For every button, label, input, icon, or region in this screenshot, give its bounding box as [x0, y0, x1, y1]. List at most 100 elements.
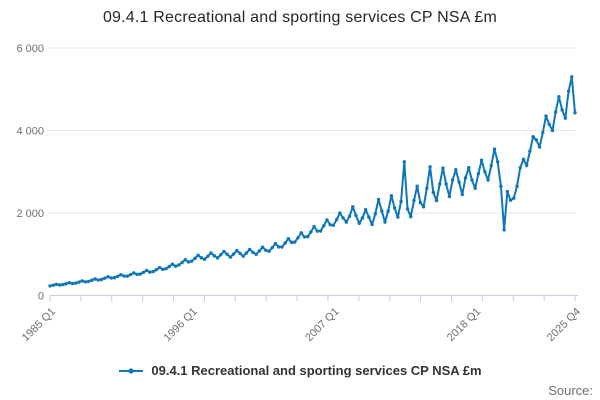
- data-point: [148, 270, 152, 274]
- data-point: [267, 249, 271, 253]
- data-point: [344, 220, 349, 224]
- data-point: [334, 217, 339, 222]
- data-point: [202, 257, 207, 261]
- data-point: [489, 163, 493, 168]
- data-point: [83, 280, 88, 284]
- data-point: [61, 282, 65, 287]
- data-point: [467, 165, 471, 170]
- data-point: [109, 276, 113, 280]
- data-point: [254, 252, 258, 256]
- data-point: [341, 216, 345, 220]
- data-point: [496, 160, 500, 164]
- data-point: [177, 263, 181, 267]
- data-point: [463, 176, 468, 180]
- data-point: [157, 265, 162, 270]
- y-gridlines: [48, 47, 576, 214]
- data-point: [247, 247, 252, 252]
- data-series: [48, 75, 577, 288]
- data-point: [283, 241, 287, 245]
- data-point: [312, 224, 316, 229]
- x-axis-tick-label: 1996 Q1: [162, 306, 200, 344]
- data-point: [547, 122, 551, 127]
- data-point: [412, 198, 416, 203]
- data-point: [425, 186, 429, 190]
- data-point: [276, 245, 281, 249]
- data-point: [257, 249, 262, 253]
- x-axis-tick-label: 2018 Q1: [445, 306, 483, 344]
- data-point: [524, 163, 529, 168]
- data-point: [225, 252, 229, 256]
- chart-title: 09.4.1 Recreational and sporting service…: [102, 9, 498, 26]
- data-point: [454, 167, 458, 172]
- data-point: [550, 128, 555, 133]
- data-point: [196, 253, 200, 257]
- data-point: [389, 193, 394, 198]
- data-point: [392, 206, 397, 210]
- data-point: [86, 279, 91, 284]
- data-point: [502, 228, 506, 232]
- legend[interactable]: 09.4.1 Recreational and sporting service…: [0, 363, 600, 378]
- data-point: [64, 282, 68, 286]
- y-axis-labels: 6 000 4 000 2 000 0: [16, 43, 44, 303]
- data-point: [573, 111, 577, 115]
- data-point: [119, 272, 123, 277]
- y-axis-tick-label: 0: [38, 291, 44, 303]
- data-point: [376, 197, 381, 202]
- data-point: [238, 251, 242, 256]
- data-point: [418, 200, 423, 205]
- data-point: [199, 256, 204, 260]
- legend-series-marker-icon: [119, 367, 144, 374]
- data-point: [444, 182, 448, 186]
- data-point: [380, 209, 384, 213]
- data-point: [318, 229, 323, 233]
- data-point: [434, 198, 439, 203]
- data-point: [322, 224, 326, 228]
- data-point: [135, 272, 139, 277]
- data-point: [128, 272, 133, 277]
- data-point: [264, 248, 268, 252]
- data-point: [167, 264, 171, 269]
- data-point: [483, 170, 487, 174]
- data-point: [183, 257, 187, 262]
- data-point: [260, 245, 265, 249]
- data-point: [534, 138, 539, 142]
- y-axis-tick-label: 6 000: [16, 43, 44, 55]
- data-point: [190, 259, 194, 263]
- data-point: [186, 260, 191, 264]
- data-point: [54, 282, 59, 286]
- data-point: [209, 251, 213, 255]
- data-point: [492, 147, 497, 151]
- data-point: [338, 211, 342, 215]
- data-point: [299, 231, 303, 235]
- data-point: [396, 215, 400, 219]
- data-point: [212, 254, 216, 258]
- x-axis-tick-label: 1985 Q1: [20, 306, 58, 344]
- data-point: [206, 254, 210, 259]
- data-point: [164, 267, 168, 271]
- data-point: [367, 215, 371, 219]
- data-point: [386, 209, 390, 213]
- data-point: [438, 182, 442, 186]
- data-point: [563, 116, 568, 120]
- data-point: [103, 276, 107, 280]
- data-point: [99, 277, 104, 282]
- data-point: [251, 250, 255, 255]
- data-point: [528, 149, 532, 153]
- data-point: [415, 184, 419, 188]
- data-point: [122, 274, 126, 278]
- data-point: [106, 275, 110, 279]
- data-point: [193, 256, 197, 261]
- data-point: [373, 212, 378, 216]
- data-point: [67, 281, 72, 285]
- data-point: [215, 256, 220, 260]
- data-point: [405, 207, 410, 211]
- data-point: [219, 253, 223, 257]
- data-point: [289, 240, 294, 245]
- data-point: [241, 254, 245, 258]
- data-point: [132, 271, 136, 275]
- data-point: [96, 278, 101, 282]
- data-point: [553, 110, 558, 114]
- data-point: [57, 283, 62, 287]
- series-line: [49, 75, 576, 287]
